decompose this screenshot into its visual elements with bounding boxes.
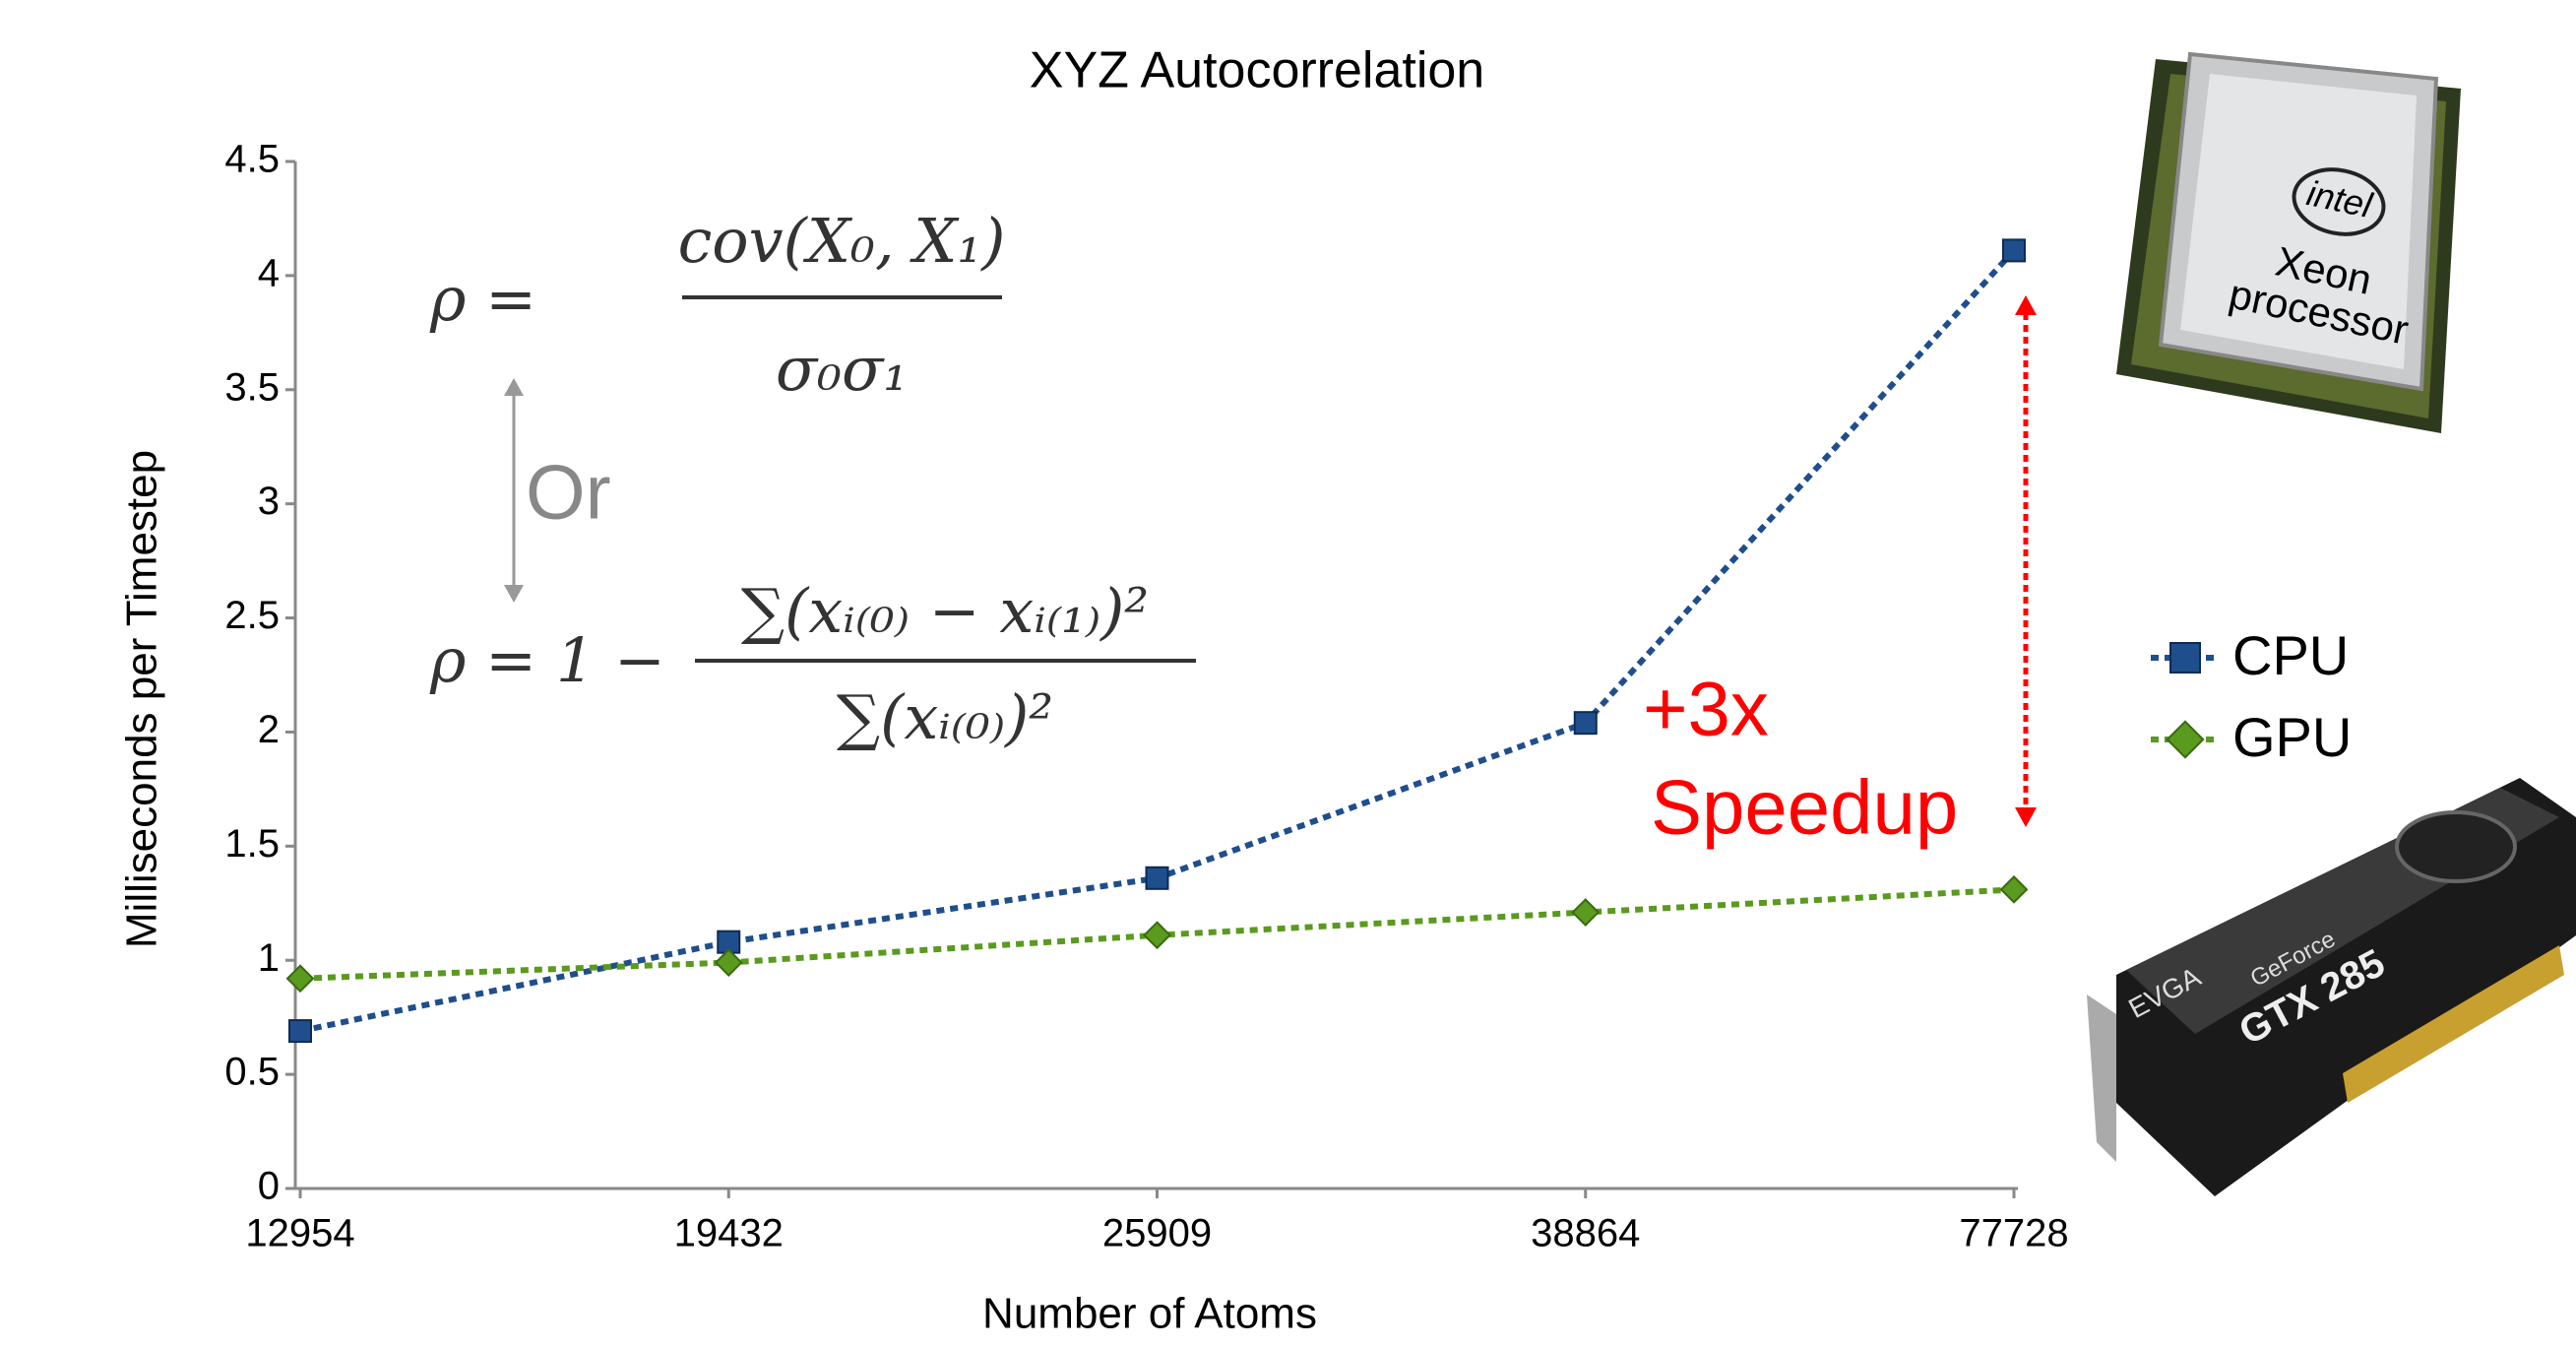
y-tick-label: 2 (258, 708, 280, 751)
marker (714, 948, 743, 977)
legend-marker (2169, 642, 2201, 674)
formula-lhs: ρ = 1 − (429, 624, 665, 696)
marker (2002, 238, 2026, 263)
formula-numerator: ∑(xᵢ₍₀₎ − xᵢ₍₁₎)² (741, 575, 1149, 647)
speedup-label: +3x (1643, 666, 1769, 752)
formula-lhs: ρ = (429, 263, 536, 335)
x-tick-label: 19432 (674, 1212, 784, 1255)
marker (1573, 711, 1598, 736)
x-tick-label: 12954 (245, 1212, 354, 1255)
y-tick-label: 4.5 (224, 138, 280, 181)
y-tick-label: 3.5 (224, 365, 280, 409)
y-tick-label: 4 (258, 251, 280, 294)
formula-denominator: σ₀σ₁ (776, 333, 908, 405)
y-axis-title: Milliseconds per Timestep (118, 450, 166, 948)
y-tick-label: 0.5 (224, 1051, 280, 1094)
legend-marker (2166, 720, 2205, 759)
marker (1145, 866, 1169, 890)
y-tick-label: 0 (258, 1165, 280, 1208)
y-tick-label: 1.5 (224, 822, 280, 866)
x-axis-title: Number of Atoms (982, 1290, 1317, 1338)
y-tick-label: 3 (258, 480, 280, 523)
y-tick-label: 1 (258, 936, 280, 980)
legend-label: CPU (2232, 624, 2349, 686)
marker (285, 964, 315, 994)
or-label: Or (526, 449, 611, 536)
marker (288, 1019, 312, 1044)
x-tick-label: 25909 (1102, 1212, 1212, 1255)
formula-denominator: ∑(xᵢ₍₀₎)² (837, 681, 1053, 753)
x-tick-label: 38864 (1531, 1212, 1640, 1255)
speedup-label: Speedup (1651, 764, 1958, 851)
formula-numerator: cov(X₀, X₁) (678, 205, 1006, 277)
cpu-image (2116, 51, 2461, 433)
marker (1999, 874, 2029, 904)
chart-title: XYZ Autocorrelation (1030, 42, 1484, 99)
y-tick-label: 2.5 (224, 594, 280, 637)
marker (1571, 898, 1601, 927)
x-tick-label: 77728 (1959, 1212, 2068, 1255)
legend-label: GPU (2232, 706, 2352, 768)
gpu-image (2087, 778, 2576, 1196)
marker (1143, 921, 1171, 950)
